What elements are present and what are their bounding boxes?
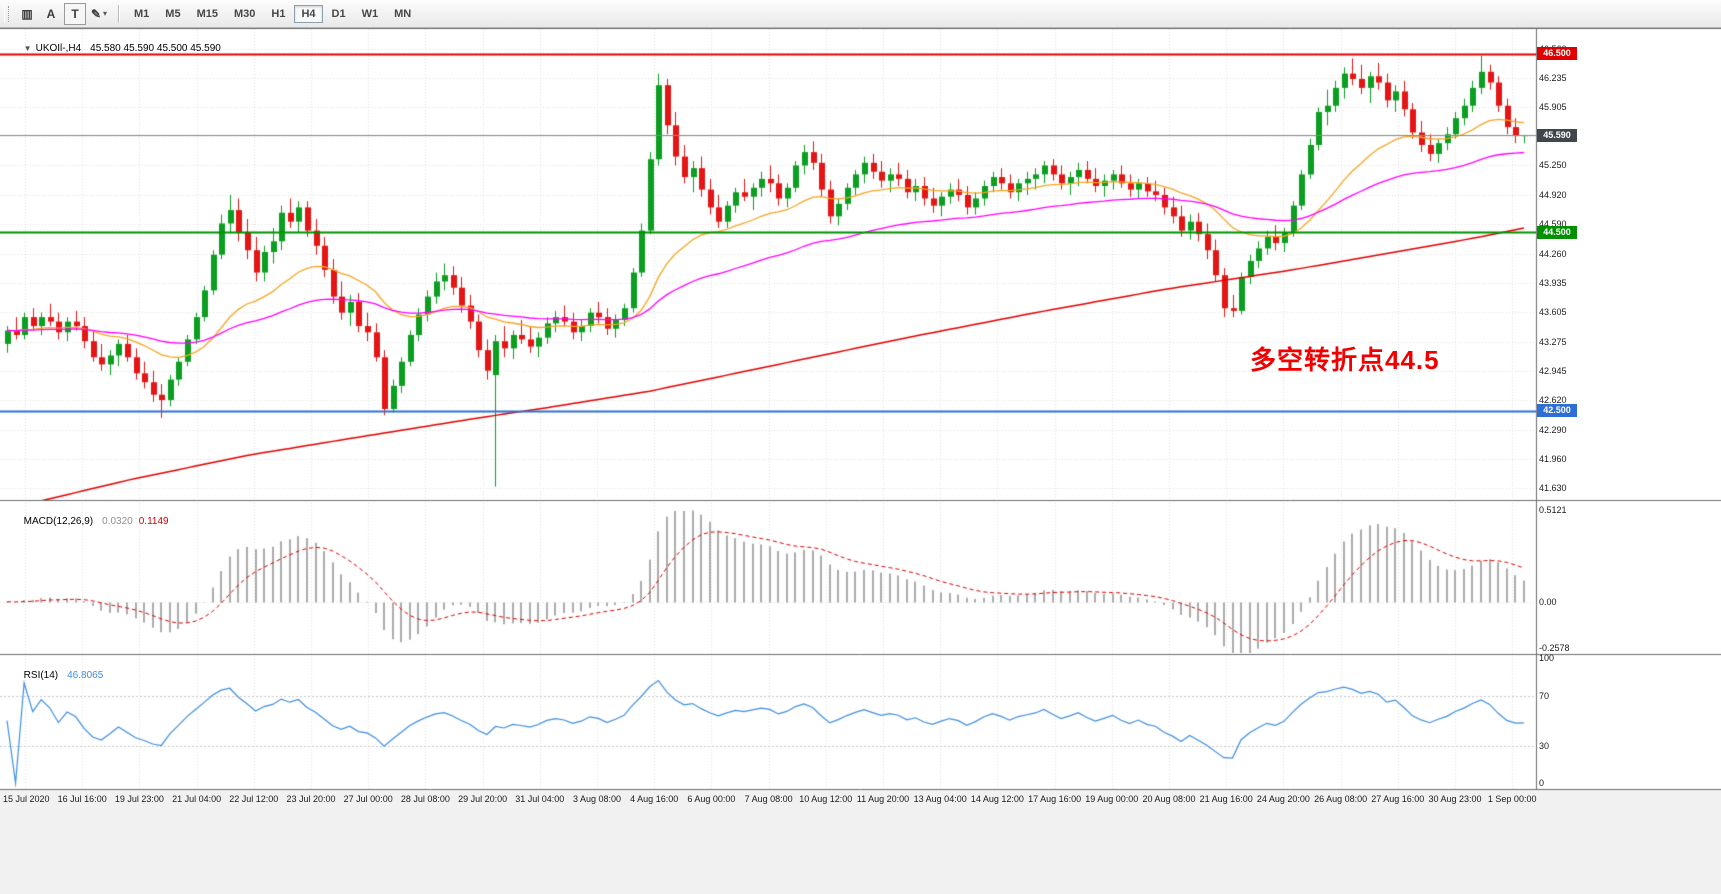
time-axis-label: 1 Sep 00:00 [1487, 794, 1537, 804]
timeframe-button-m15[interactable]: M15 [196, 7, 218, 20]
time-axis-label: 22 Jul 12:00 [229, 794, 279, 804]
price-scale-label: 45.905 [1539, 102, 1567, 113]
symbol-title: UKOIl-,H4 [35, 43, 82, 54]
rsi-scale-label: 0 [1539, 778, 1545, 788]
time-axis-label: 10 Aug 12:00 [799, 794, 853, 804]
macd-signal-value: 0.1149 [138, 516, 169, 527]
timeframe-button-h1[interactable]: H1 [271, 7, 286, 20]
price-scale-label: 43.935 [1539, 277, 1567, 288]
time-axis-label: 4 Aug 16:00 [630, 794, 679, 804]
macd-label: MACD(12,26,9) [23, 516, 94, 527]
chart-area: ▼ UKOIl-,H4 45.580 45.590 45.500 45.590 MA… [0, 28, 1721, 894]
timeframe-button-h4[interactable]: H4 [294, 4, 323, 23]
pivot-line-badge[interactable]: 44.500 [1537, 225, 1577, 239]
macd-scale-label: 0.5121 [1539, 504, 1567, 515]
timeframe-button-m30[interactable]: M30 [233, 7, 256, 20]
ohlc-values: 45.580 45.590 45.500 45.590 [90, 43, 221, 54]
time-axis-label: 16 Jul 16:00 [57, 794, 107, 804]
time-axis-label: 20 Aug 08:00 [1142, 794, 1196, 804]
time-axis-label: 28 Jul 08:00 [400, 794, 450, 804]
time-axis-label: 11 Aug 20:00 [856, 794, 910, 804]
timeframe-button-m1[interactable]: M1 [134, 7, 150, 20]
text-frame-button[interactable]: T [64, 2, 86, 25]
pencil-icon: ✎ [90, 6, 102, 21]
letter-t-icon: T [71, 6, 79, 21]
price-scale-label: 43.605 [1539, 307, 1567, 318]
time-axis-label: 31 Jul 04:00 [515, 794, 565, 804]
dropdown-caret-icon: ▾ [103, 9, 108, 18]
macd-scale-label: -0.2578 [1539, 643, 1570, 654]
time-axis-label: 26 Aug 08:00 [1314, 794, 1368, 804]
time-axis-label: 27 Aug 16:00 [1371, 794, 1425, 804]
chart-window-button[interactable]: ▥ [16, 3, 38, 25]
price-scale-label: 43.275 [1539, 336, 1567, 347]
timeframe-button-mn[interactable]: MN [394, 7, 412, 20]
timeframe-button-w1[interactable]: W1 [361, 7, 379, 20]
text-label-button[interactable]: A [40, 3, 62, 25]
macd-panel-header: MACD(12,26,9) 0.0320 0.1149 [7, 505, 169, 538]
macd-scale-label: 0.00 [1539, 596, 1557, 607]
time-axis-label: 29 Jul 20:00 [458, 794, 508, 804]
time-axis-label: 30 Aug 23:00 [1428, 794, 1482, 804]
toolbar-separator [118, 4, 119, 23]
time-axis-label: 21 Jul 04:00 [172, 794, 222, 804]
time-axis-label: 7 Aug 08:00 [744, 794, 793, 804]
timeframe-buttons: M1 M5 M15 M30 H1 H4 D1 W1 MN [126, 4, 419, 23]
rsi-value: 46.8065 [67, 670, 104, 681]
rsi-panel-header: RSI(14) 46.8065 [7, 659, 104, 692]
letter-a-icon: A [46, 6, 56, 21]
current-price-line-badge[interactable]: 45.590 [1537, 128, 1577, 142]
time-axis-label: 19 Jul 23:00 [114, 794, 164, 804]
price-scale-label: 42.620 [1539, 395, 1567, 406]
timeframe-button-m5[interactable]: M5 [165, 7, 181, 20]
time-axis-label: 23 Jul 20:00 [286, 794, 336, 804]
price-scale-label: 42.945 [1539, 366, 1567, 377]
time-axis-label: 14 Aug 12:00 [970, 794, 1024, 804]
time-axis-label: 27 Jul 00:00 [343, 794, 393, 804]
time-axis-label: 19 Aug 00:00 [1085, 794, 1139, 804]
draw-tools-button[interactable]: ✎ ▾ [88, 3, 110, 25]
price-scale-label: 41.630 [1539, 483, 1567, 494]
timeframe-button-d1[interactable]: D1 [331, 7, 346, 20]
rsi-scale-label: 70 [1539, 690, 1550, 701]
resistance-line-badge[interactable]: 46.500 [1537, 47, 1577, 61]
time-axis-label: 6 Aug 00:00 [687, 794, 736, 804]
time-axis-label: 21 Aug 16:00 [1199, 794, 1253, 804]
price-scale-label: 41.960 [1539, 453, 1567, 464]
collapse-icon[interactable]: ▼ [23, 44, 32, 53]
price-scale-label: 46.235 [1539, 72, 1567, 83]
rsi-scale-label: 100 [1539, 653, 1555, 663]
chart-annotation: 多空转折点44.5 [1250, 345, 1440, 375]
price-scale-label: 44.260 [1539, 248, 1567, 259]
toolbar: ▥ A T ✎ ▾ M1 M5 M15 M30 H1 H4 D1 W1 MN [0, 0, 1721, 28]
time-axis-label: 17 Aug 16:00 [1028, 794, 1082, 804]
time-axis-label: 24 Aug 20:00 [1256, 794, 1310, 804]
price-chart-canvas[interactable] [0, 28, 1721, 894]
price-scale-label: 45.250 [1539, 160, 1567, 171]
toolbar-icon-buttons: ▥ A T ✎ ▾ [15, 2, 111, 25]
price-panel-header: ▼ UKOIl-,H4 45.580 45.590 45.500 45.590 [7, 32, 221, 65]
time-axis-label: 3 Aug 08:00 [572, 794, 622, 804]
price-scale-label: 44.920 [1539, 189, 1567, 200]
price-scale-label: 44.590 [1539, 219, 1567, 230]
rsi-label: RSI(14) [23, 670, 59, 681]
rsi-scale-label: 30 [1539, 740, 1550, 751]
time-axis-label: 15 Jul 2020 [3, 794, 50, 804]
toolbar-grip[interactable] [4, 5, 9, 22]
macd-main-value: 0.0320 [102, 516, 133, 527]
time-axis-label: 13 Aug 04:00 [913, 794, 967, 804]
bars-icon: ▥ [21, 6, 33, 21]
price-scale-label: 42.290 [1539, 424, 1567, 435]
support-line-badge[interactable]: 42.500 [1537, 404, 1577, 418]
